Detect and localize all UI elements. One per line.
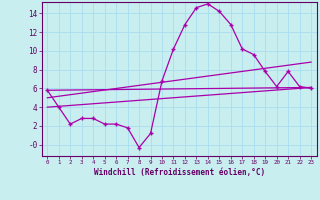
X-axis label: Windchill (Refroidissement éolien,°C): Windchill (Refroidissement éolien,°C)	[94, 168, 265, 177]
